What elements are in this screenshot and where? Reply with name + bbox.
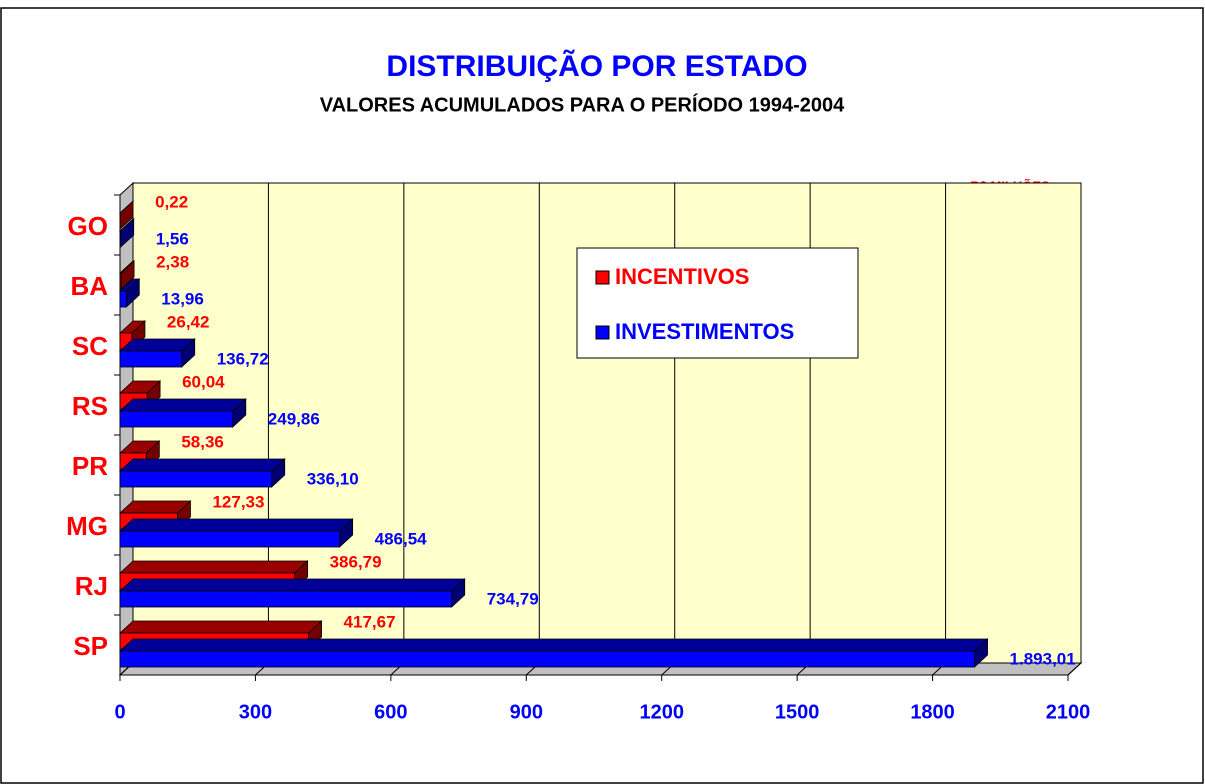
value-label: 1.893,01 bbox=[1010, 649, 1076, 668]
value-label: 734,79 bbox=[487, 589, 539, 608]
y-tick-label: GO bbox=[68, 211, 108, 241]
bar bbox=[118, 518, 354, 548]
bar-top bbox=[118, 620, 323, 634]
value-label: 336,10 bbox=[307, 469, 359, 488]
y-tick-label: SC bbox=[72, 331, 108, 361]
value-label: 249,86 bbox=[268, 409, 320, 428]
value-label: 2,38 bbox=[156, 252, 189, 271]
bar bbox=[118, 578, 466, 608]
value-label: 486,54 bbox=[375, 529, 428, 548]
bar bbox=[118, 218, 135, 248]
bar-front bbox=[119, 272, 122, 290]
value-label: 136,72 bbox=[217, 349, 269, 368]
bar-front bbox=[119, 290, 127, 308]
bar bbox=[118, 338, 196, 368]
value-label: 60,04 bbox=[182, 372, 225, 391]
value-label: 13,96 bbox=[161, 289, 204, 308]
x-tick-label: 600 bbox=[374, 701, 407, 723]
x-tick-label: 1200 bbox=[639, 701, 684, 723]
value-label: 386,79 bbox=[330, 552, 382, 571]
y-tick-label: MG bbox=[66, 511, 108, 541]
y-tick-label: BA bbox=[70, 271, 108, 301]
value-label: 26,42 bbox=[167, 312, 210, 331]
bar-top bbox=[118, 560, 309, 574]
y-tick-label: RS bbox=[72, 391, 108, 421]
legend-box bbox=[576, 247, 859, 359]
bar-front bbox=[119, 350, 183, 368]
value-label: 1,56 bbox=[156, 229, 189, 248]
x-tick-label: 300 bbox=[239, 701, 272, 723]
legend-swatch bbox=[595, 270, 610, 285]
bar-top bbox=[118, 398, 247, 412]
bar bbox=[118, 398, 247, 428]
legend-label: INVESTIMENTOS bbox=[615, 319, 794, 344]
bar-front bbox=[119, 650, 975, 668]
value-label: 127,33 bbox=[212, 492, 264, 511]
chart-subtitle: VALORES ACUMULADOS PARA O PERÍODO 1994-2… bbox=[320, 93, 845, 116]
bar-top bbox=[118, 458, 286, 472]
bar bbox=[118, 260, 136, 290]
x-tick-label: 1800 bbox=[910, 701, 955, 723]
bar bbox=[118, 200, 135, 230]
x-tick-label: 2100 bbox=[1046, 701, 1091, 723]
bar bbox=[118, 278, 141, 308]
legend-label: INCENTIVOS bbox=[615, 264, 749, 289]
x-tick-label: 1500 bbox=[775, 701, 820, 723]
y-tick-label: PR bbox=[72, 451, 108, 481]
bar-top bbox=[118, 518, 354, 532]
bar-top bbox=[118, 638, 989, 652]
value-label: 58,36 bbox=[181, 432, 224, 451]
bar-front bbox=[119, 530, 341, 548]
value-label: 0,22 bbox=[155, 192, 188, 211]
bar-front bbox=[119, 230, 122, 248]
bar-front bbox=[119, 590, 453, 608]
grid-line bbox=[1067, 183, 1082, 676]
chart-title: DISTRIBUIÇÃO POR ESTADO bbox=[386, 49, 807, 83]
bar bbox=[118, 458, 286, 488]
bar-front bbox=[119, 410, 234, 428]
bar-front bbox=[119, 470, 273, 488]
y-tick-label: RJ bbox=[75, 571, 108, 601]
legend-swatch bbox=[595, 325, 610, 340]
bar bbox=[118, 638, 989, 668]
bar-top bbox=[118, 578, 466, 592]
x-tick-label: 900 bbox=[510, 701, 543, 723]
value-label: 417,67 bbox=[344, 612, 396, 631]
y-tick-label: SP bbox=[73, 631, 108, 661]
x-tick-label: 0 bbox=[114, 701, 125, 723]
